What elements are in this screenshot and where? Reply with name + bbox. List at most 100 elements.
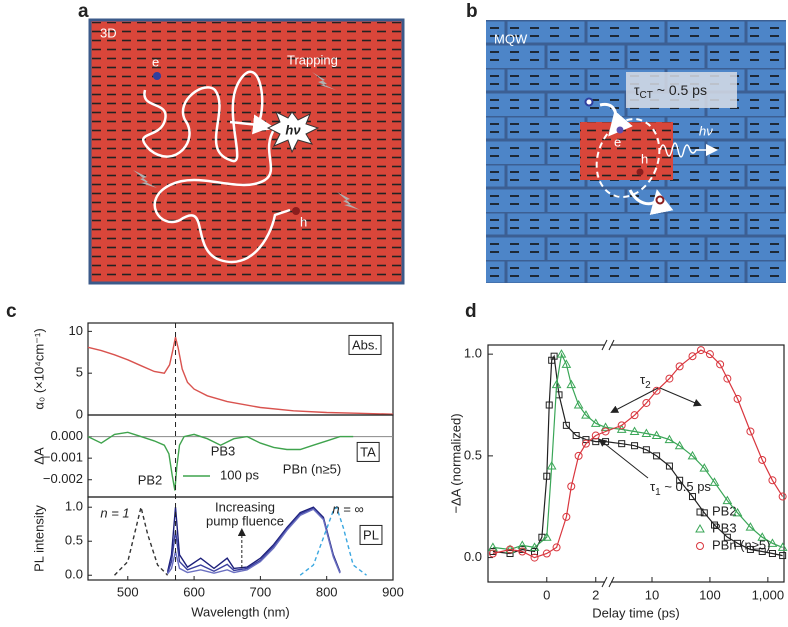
- data-point: [768, 476, 777, 485]
- data-point: [631, 442, 639, 450]
- data-point: [688, 493, 696, 501]
- data-point: [746, 545, 754, 553]
- fit-line: [492, 354, 783, 557]
- data-point: [687, 450, 698, 460]
- arrow: [229, 114, 273, 135]
- data-point: [562, 512, 571, 521]
- trap-bolt: [312, 72, 336, 90]
- data-point: [518, 547, 527, 556]
- axis-break-gap: [605, 579, 611, 585]
- panel-label: a: [78, 1, 89, 22]
- data-point: [779, 552, 787, 560]
- data-point: [552, 543, 561, 552]
- data-point: [546, 461, 557, 470]
- lattice-dashes: [92, 22, 401, 281]
- data-point: [778, 492, 787, 501]
- data-point: [601, 427, 610, 436]
- data-point: [696, 346, 705, 355]
- annotation: PBn (n≥5): [283, 461, 341, 476]
- annotation-arrow: [598, 438, 649, 479]
- data-point: [699, 463, 710, 472]
- data-point: [573, 400, 584, 409]
- data-point: [566, 379, 577, 389]
- x-axis-label: Wavelength (nm): [191, 604, 290, 619]
- panel-label: c: [6, 301, 17, 322]
- electron-label: e: [614, 134, 621, 149]
- data-point: [561, 359, 572, 368]
- data-point: [541, 532, 552, 541]
- y-tick-label: 0: [76, 406, 83, 421]
- data-point: [600, 422, 611, 431]
- annotation: PB3: [211, 443, 236, 458]
- data-point: [542, 549, 551, 558]
- annotation: n = 1: [100, 505, 129, 520]
- transfer-arrow: [599, 102, 633, 137]
- tau-symbol: τ: [640, 372, 646, 387]
- y-tick-label: −0.001: [43, 450, 83, 465]
- exciton: [595, 118, 661, 198]
- data-point: [674, 440, 685, 450]
- data-point: [745, 522, 756, 531]
- x-tick-label: 0: [543, 587, 550, 602]
- data-point: [530, 553, 539, 562]
- y-tick-label: 10: [69, 323, 83, 338]
- x-tick-label: 1,000: [752, 587, 785, 602]
- data-point: [709, 477, 720, 486]
- data-point: [581, 439, 590, 448]
- data-point: [733, 394, 742, 403]
- axis-break: [601, 576, 615, 588]
- legend-label: 100 ps: [220, 467, 260, 482]
- panel-a: a 3D e h Trapping hν: [78, 1, 405, 285]
- tau-subscript: 2: [645, 380, 651, 391]
- tau-text: ~ 0.5 ps: [653, 82, 707, 98]
- tau1: τ1 ~ 0.5 ps: [650, 479, 711, 497]
- annotation: pump fluence: [206, 513, 284, 528]
- annotation-arrow: [610, 387, 659, 413]
- tag-box: [356, 441, 380, 462]
- data-point: [567, 482, 576, 491]
- panel-b: b MQW τCT ~ 0.5 ps e h hν: [466, 1, 786, 283]
- data-point: [676, 476, 684, 484]
- data-point: [767, 538, 778, 547]
- data-point: [675, 362, 684, 371]
- y-tick-label: 0.5: [464, 447, 482, 462]
- data-line: [113, 507, 169, 576]
- trapping-label: Trapping: [287, 52, 338, 67]
- data-line: [87, 337, 394, 415]
- tag-box: [348, 334, 382, 355]
- data-point: [723, 533, 731, 541]
- x-tick-label: 600: [183, 584, 205, 599]
- diffusion-path: [142, 70, 291, 264]
- tau-text: ~ 0.5 ps: [661, 479, 712, 494]
- data-point: [582, 436, 590, 444]
- data-point: [777, 542, 788, 551]
- photon-burst: [266, 110, 320, 154]
- legend-marker: [696, 508, 704, 516]
- y-axis-label: α₀ (×10⁴cm⁻¹): [31, 328, 46, 409]
- data-point: [711, 521, 719, 529]
- data-point: [618, 440, 626, 448]
- data-point: [723, 374, 732, 383]
- data-point: [590, 418, 601, 427]
- hole: [292, 207, 300, 215]
- data-point: [488, 549, 497, 558]
- y-axis-label: ΔA: [31, 447, 46, 465]
- hole-label: h: [300, 214, 307, 229]
- panel-tag: Abs.: [352, 337, 378, 352]
- legend-label: PBn (n≥5): [712, 537, 770, 552]
- trap-bolt: [337, 192, 360, 210]
- data-point: [734, 539, 742, 547]
- data-point: [732, 507, 743, 517]
- plot-frame: [487, 344, 785, 583]
- y-tick-label: 5: [76, 365, 83, 380]
- data-point: [572, 432, 580, 440]
- tau-box: [626, 72, 737, 108]
- tau2: τ2: [640, 372, 651, 390]
- x-tick-label: 900: [382, 584, 404, 599]
- tau-ct: τCT ~ 0.5 ps: [634, 82, 707, 101]
- legend-label: PB3: [712, 520, 737, 535]
- annotation: n = ∞: [332, 501, 363, 516]
- axis-break: [601, 339, 615, 351]
- electron-label: e: [152, 54, 159, 69]
- data-point: [722, 495, 733, 505]
